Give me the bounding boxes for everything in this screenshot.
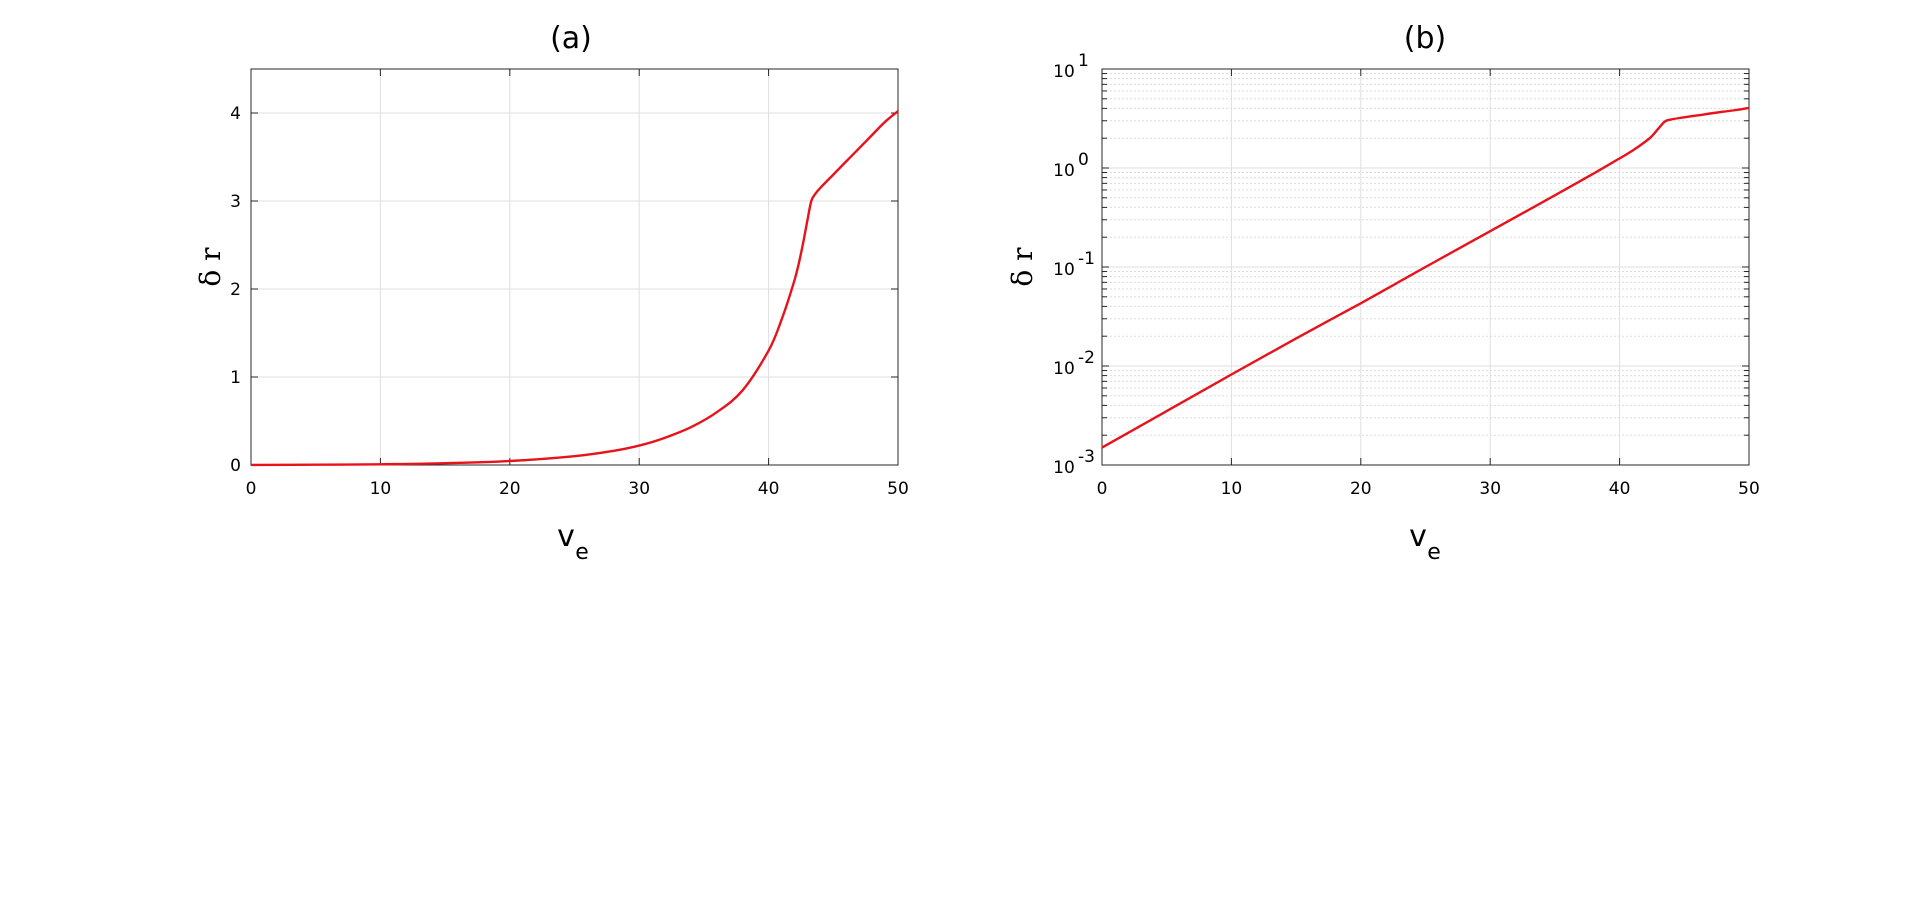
y-tick-label: 10 [1053, 161, 1075, 181]
x-axis-label: v e [1409, 519, 1441, 565]
y-axis-label: δ r [1006, 247, 1039, 287]
series-lines [1101, 106, 1750, 449]
x-axis-label: v e [557, 519, 589, 565]
x-tick-label: 20 [1350, 479, 1372, 499]
x-tick-label: 10 [370, 479, 392, 499]
x-tick-label: 30 [1479, 479, 1501, 499]
y-tick-label-exponent: -3 [1078, 447, 1095, 467]
chart-title: (a) [550, 21, 592, 56]
axis-ticks: 0 10 20 30 40 50 0 1 2 3 4 [230, 69, 909, 499]
series-line [250, 110, 899, 467]
x-tick-label: 50 [1738, 479, 1760, 499]
y-tick-label-exponent: 1 [1078, 51, 1089, 71]
y-tick-label: 3 [230, 192, 241, 212]
chart-title: (b) [1404, 21, 1446, 56]
x-axis-label-main: v [1409, 519, 1427, 554]
chart-panel-a: (a) 0 10 20 30 40 50 0 1 2 3 4 δ r v e [194, 21, 909, 565]
x-tick-label: 50 [887, 479, 909, 499]
series-lines [250, 110, 899, 467]
y-tick-label: 4 [230, 104, 241, 124]
y-tick-label: 10 [1053, 458, 1075, 478]
y-tick-label: 2 [230, 280, 241, 300]
y-tick-label: 0 [230, 456, 241, 476]
x-tick-label: 40 [1609, 479, 1631, 499]
y-tick-label-exponent: -1 [1078, 249, 1095, 269]
x-tick-label: 10 [1221, 479, 1243, 499]
x-tick-label: 0 [1097, 479, 1108, 499]
y-tick-label: 10 [1053, 62, 1075, 82]
y-axis-label: δ r [194, 247, 227, 287]
y-tick-label-exponent: 0 [1078, 150, 1089, 170]
plot-area [250, 68, 899, 466]
x-axis-label-subscript: e [575, 540, 589, 565]
series-line [1101, 106, 1750, 449]
x-tick-label: 30 [628, 479, 650, 499]
x-axis-label-subscript: e [1427, 540, 1441, 565]
y-tick-label-exponent: -2 [1078, 348, 1095, 368]
y-tick-label: 1 [230, 368, 241, 388]
x-axis-label-main: v [557, 519, 575, 554]
y-tick-label: 10 [1053, 260, 1075, 280]
grid [250, 69, 899, 466]
x-tick-label: 40 [758, 479, 780, 499]
x-tick-label: 20 [499, 479, 521, 499]
x-tick-label: 0 [246, 479, 257, 499]
y-tick-label: 10 [1053, 359, 1075, 379]
